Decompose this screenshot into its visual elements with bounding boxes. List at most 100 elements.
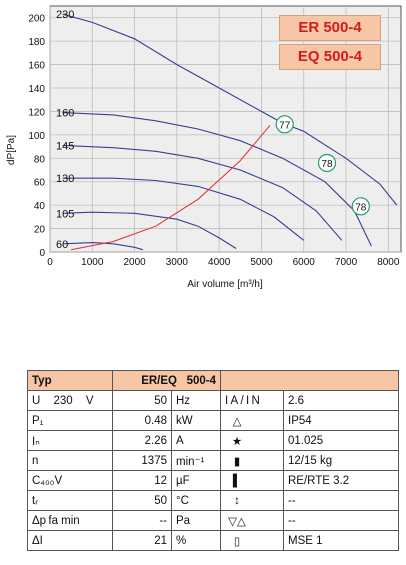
- fan-curves: [62, 13, 398, 251]
- y-tick-label: 60: [34, 178, 46, 189]
- spec-value-text: --: [288, 514, 296, 527]
- spec-symbol-icon: △: [232, 415, 242, 428]
- spec-symbol: ↕: [220, 490, 284, 511]
- param-symbol: P₁: [27, 410, 113, 431]
- typ-label: Typ: [32, 374, 52, 387]
- fan-curve-160: [62, 112, 372, 247]
- param-extra: 230: [53, 394, 73, 407]
- curve-label: 105: [56, 208, 74, 220]
- param-value: 50: [112, 490, 172, 511]
- param-unit: kW: [171, 410, 221, 431]
- param-value: --: [112, 510, 172, 531]
- spec-symbol: I A / I N: [220, 390, 284, 411]
- fan-curve-130: [62, 177, 305, 241]
- x-tick-label: 0: [47, 257, 53, 268]
- spec-row: U 230 V 50 Hz I A / I N 2.6: [27, 390, 399, 411]
- x-tick-label: 5000: [250, 257, 273, 268]
- param-symbol: tᵣ: [27, 490, 113, 511]
- y-tick-label: 40: [34, 201, 46, 212]
- y-tick-label: 0: [39, 248, 45, 259]
- spec-header-row: Typ ER/EQ 500-4: [27, 370, 399, 391]
- curve-label: 60: [56, 239, 68, 251]
- spec-symbol: △: [220, 410, 284, 431]
- spec-value-text: IP54: [288, 414, 312, 427]
- typ-cell: Typ: [27, 370, 113, 391]
- curve-label: 230: [56, 9, 74, 21]
- spec-symbol-icon: ↕: [234, 494, 240, 507]
- param-symbol-text: U: [32, 394, 41, 407]
- curve-labels: 230 160 145 130 105 60: [56, 9, 74, 251]
- param-value-text: 21: [154, 534, 167, 547]
- param-value: 1375: [112, 450, 172, 471]
- curve-label: 145: [56, 140, 74, 152]
- efficiency-marker-label: 78: [355, 202, 367, 213]
- param-unit-text: min⁻¹: [176, 455, 205, 468]
- y-tick-label: 80: [34, 154, 46, 165]
- x-tick-label: 7000: [335, 257, 358, 268]
- y-axis-label: dP[Pa]: [6, 135, 17, 165]
- param-symbol: Δp fa min: [27, 510, 113, 531]
- spec-value: 12/15 kg: [283, 450, 399, 471]
- spec-value: --: [283, 490, 399, 511]
- param-value-text: --: [159, 514, 167, 527]
- spec-row: Iₙ 2.26 A ★ 01.025: [27, 430, 399, 451]
- param-symbol: ΔI: [27, 530, 113, 551]
- spec-value: --: [283, 510, 399, 531]
- y-tick-label: 100: [28, 131, 45, 142]
- efficiency-marker-label: 77: [279, 120, 291, 131]
- spec-symbol-icon: ▯: [233, 535, 241, 548]
- spec-value: IP54: [283, 410, 399, 431]
- param-unit: %: [171, 530, 221, 551]
- spec-value: RE/RTE 3.2: [283, 470, 399, 491]
- spec-value: 2.6: [283, 390, 399, 411]
- fan-curve-60: [62, 242, 144, 251]
- param-unit-text: Hz: [176, 394, 191, 407]
- spec-symbol-icon: ★: [231, 435, 243, 448]
- param-unit-text: %: [176, 534, 187, 547]
- param-unit: °C: [171, 490, 221, 511]
- spec-value: 01.025: [283, 430, 399, 451]
- param-extra-unit: V: [85, 394, 94, 407]
- efficiency-markers: 77 78 78: [275, 115, 370, 216]
- spec-symbol-icon: ▌: [232, 474, 242, 487]
- efficiency-marker-circle: [351, 197, 370, 216]
- param-symbol: n: [27, 450, 113, 471]
- model-label-er: ER 500-4: [279, 15, 381, 41]
- fan-curve-230: [62, 13, 398, 206]
- model-value: 500-4: [186, 374, 216, 387]
- spec-symbol: ▮: [220, 450, 284, 471]
- param-unit: Hz: [171, 390, 221, 411]
- spec-value: MSE 1: [283, 530, 399, 551]
- param-value-text: 50: [154, 394, 167, 407]
- efficiency-marker-circle: [317, 153, 337, 173]
- spec-symbol: ★: [220, 430, 284, 451]
- param-symbol-text: Δp fa min: [32, 514, 80, 527]
- y-tick-label: 160: [28, 61, 45, 72]
- spec-value-text: RE/RTE 3.2: [288, 474, 350, 487]
- param-symbol: U 230 V: [27, 390, 113, 411]
- param-symbol-text: ΔI: [32, 534, 43, 547]
- x-axis-label: Air volume [m³/h]: [187, 279, 263, 290]
- efficiency-marker-circle: [275, 115, 294, 134]
- param-unit-text: A: [176, 434, 184, 447]
- plot-background: [49, 5, 402, 253]
- param-symbol: C₄₀₀V: [27, 470, 113, 491]
- spec-symbol-icon: ▽△: [228, 515, 246, 528]
- param-value-text: 1375: [141, 454, 167, 467]
- param-symbol-text: n: [32, 454, 39, 467]
- param-unit: µF: [171, 470, 221, 491]
- spec-value-text: MSE 1: [288, 534, 323, 547]
- spec-value-text: 12/15 kg: [288, 454, 333, 467]
- param-unit: Pa: [171, 510, 221, 531]
- model-cell: ER/EQ 500-4: [112, 370, 221, 391]
- param-symbol: Iₙ: [27, 430, 113, 451]
- fan-curve-105: [62, 211, 237, 249]
- curve-label: 160: [56, 108, 74, 120]
- spec-symbol: ▯: [220, 530, 284, 551]
- param-value-text: 12: [154, 474, 167, 487]
- param-unit-text: µF: [176, 474, 190, 487]
- y-tick-labels: 0 20 40 60 80 100 120 140 160 180 200: [28, 14, 45, 259]
- x-tick-label: 4000: [208, 257, 231, 268]
- param-value: 21: [112, 530, 172, 551]
- param-value: 0.48: [112, 410, 172, 431]
